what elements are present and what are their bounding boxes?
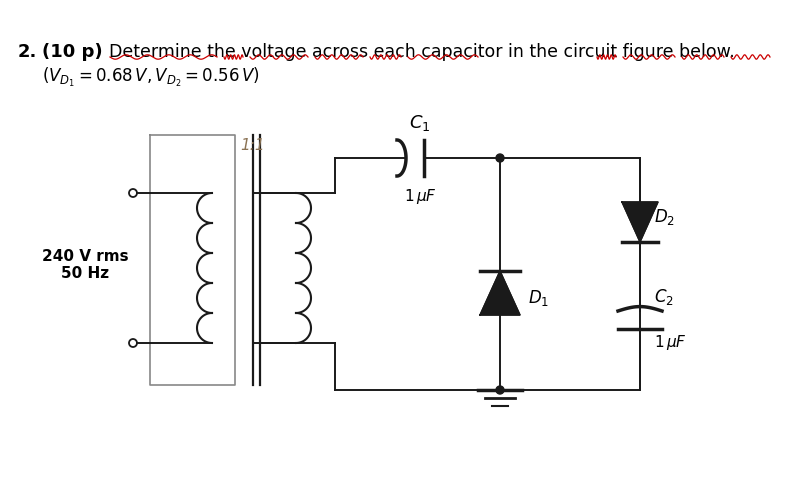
Polygon shape <box>480 271 520 315</box>
Text: $(V_{D_1} = 0.68\,V, V_{D_2} = 0.56\,V)$: $(V_{D_1} = 0.68\,V, V_{D_2} = 0.56\,V)$ <box>42 66 260 89</box>
Text: (10 p): (10 p) <box>42 43 102 61</box>
Circle shape <box>496 386 504 394</box>
Text: $D_2$: $D_2$ <box>654 207 675 227</box>
Text: $1\,\mu F$: $1\,\mu F$ <box>403 186 436 206</box>
Text: $C_1$: $C_1$ <box>409 113 431 133</box>
Text: $C_2$: $C_2$ <box>654 287 674 307</box>
Text: 240 V rms
50 Hz: 240 V rms 50 Hz <box>42 249 128 281</box>
Text: Determine the voltage across each capacitor in the circuit figure below.: Determine the voltage across each capaci… <box>109 43 735 61</box>
Text: 2.: 2. <box>18 43 37 61</box>
Text: $1\,\mu F$: $1\,\mu F$ <box>654 333 687 352</box>
Polygon shape <box>622 202 658 242</box>
Text: $D_1$: $D_1$ <box>528 288 549 308</box>
Text: 1:1: 1:1 <box>241 138 266 152</box>
Circle shape <box>496 154 504 162</box>
